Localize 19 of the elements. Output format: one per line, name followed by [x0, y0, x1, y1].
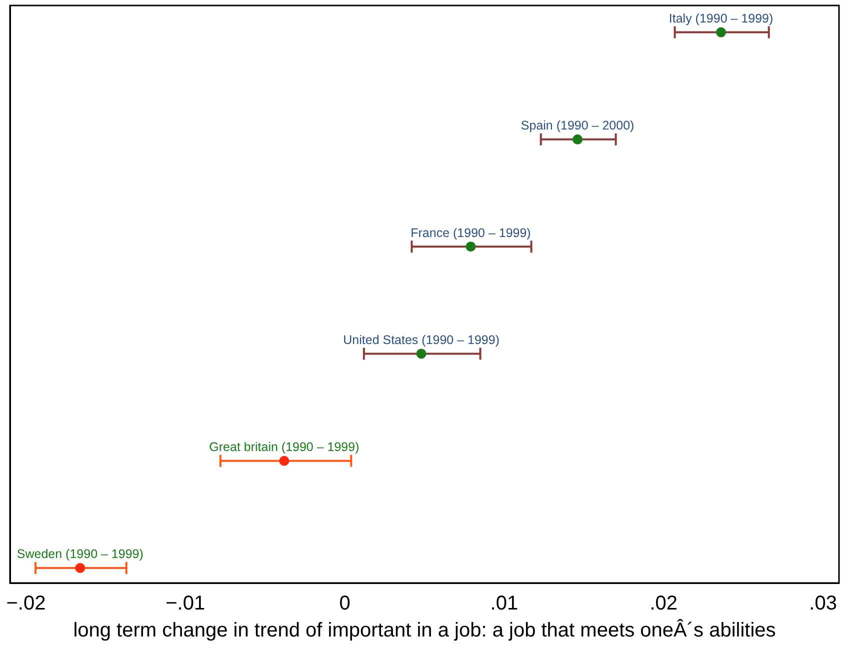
y-tick-label: France (1990 – 1999): [410, 226, 531, 240]
point: [416, 348, 426, 359]
point: [279, 456, 290, 466]
point: [75, 563, 86, 573]
x-tick-label: .01: [490, 592, 518, 615]
x-axis-title: long term change in trend of important in a job: a job that meets oneÂ´s abilities: [73, 618, 776, 642]
y-tick-label: Spain (1990 – 2000): [520, 118, 634, 133]
point: [466, 242, 476, 252]
x-tick-label: −.02: [6, 592, 46, 615]
x-tick-label: .02: [650, 592, 678, 615]
point: [716, 27, 726, 38]
x-tick-label: .03: [809, 592, 837, 615]
point: [572, 134, 583, 144]
y-tick-label: Sweden (1990 – 1999): [16, 547, 144, 562]
y-tick-label: Great britain (1990 – 1999): [209, 440, 360, 454]
y-tick-label: Italy (1990 – 1999): [668, 11, 774, 26]
x-tick-label: −.01: [166, 592, 206, 615]
y-tick-label: United States (1990 – 1999): [343, 332, 500, 347]
x-tick-label: 0: [339, 592, 350, 615]
